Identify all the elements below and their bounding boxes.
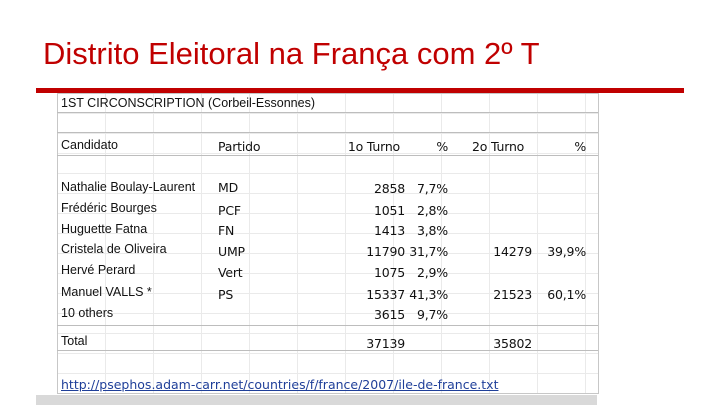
party-name: MD: [218, 180, 239, 195]
first-round-percent: 41,3%: [409, 287, 448, 302]
header-party: Partido: [218, 139, 261, 154]
candidate-name: Manuel VALLS *: [61, 285, 152, 299]
table-divider: [57, 132, 598, 133]
party-name: FN: [218, 223, 235, 238]
header-first-round: 1o Turno: [347, 139, 400, 154]
party-name: Vert: [218, 265, 243, 280]
header-second-round: 2o Turno: [472, 139, 525, 154]
first-round-percent: 2,9%: [417, 265, 448, 280]
header-candidate: Candidato: [61, 138, 118, 152]
first-round-votes: 15337: [366, 287, 405, 302]
first-round-percent: 9,7%: [417, 307, 448, 322]
second-round-percent: 39,9%: [547, 244, 586, 259]
candidate-name: Frédéric Bourges: [61, 201, 157, 215]
party-name: UMP: [218, 244, 245, 259]
candidate-name: 10 others: [61, 306, 114, 320]
first-round-votes: 11790: [366, 244, 405, 259]
total-label: Total: [61, 334, 88, 348]
candidate-name: Huguette Fatna: [61, 222, 148, 236]
source-link[interactable]: http://psephos.adam-carr.net/countries/f…: [61, 377, 499, 392]
table-divider: [57, 155, 598, 156]
first-round-votes: 2858: [373, 181, 405, 196]
header-first-percent: %: [436, 139, 448, 154]
title-underline: [36, 88, 684, 93]
spreadsheet-table: 1ST CIRCONSCRIPTION (Corbeil-Essonnes) C…: [57, 93, 599, 394]
first-round-votes: 3615: [373, 307, 405, 322]
footer-strip: [36, 395, 597, 405]
party-name: PCF: [218, 203, 241, 218]
first-round-votes: 1413: [373, 223, 405, 238]
first-round-votes: 1075: [373, 265, 405, 280]
second-round-votes: 21523: [493, 287, 532, 302]
candidate-name: Nathalie Boulay-Laurent: [61, 180, 196, 194]
table-divider: [57, 350, 598, 351]
table-border: [57, 93, 599, 394]
table-heading: 1ST CIRCONSCRIPTION (Corbeil-Essonnes): [61, 96, 315, 110]
candidate-name: Cristela de Oliveira: [61, 242, 167, 256]
total-first-round: 37139: [366, 336, 405, 351]
first-round-votes: 1051: [373, 203, 405, 218]
second-round-votes: 14279: [493, 244, 532, 259]
total-second-round: 35802: [493, 336, 532, 351]
table-divider: [57, 112, 598, 113]
first-round-percent: 2,8%: [417, 203, 448, 218]
party-name: PS: [218, 287, 234, 302]
first-round-percent: 3,8%: [417, 223, 448, 238]
header-second-percent: %: [574, 139, 586, 154]
candidate-name: Hervé Perard: [61, 263, 136, 277]
second-round-percent: 60,1%: [547, 287, 586, 302]
first-round-percent: 7,7%: [417, 181, 448, 196]
table-gridlines: [57, 93, 598, 393]
first-round-percent: 31,7%: [409, 244, 448, 259]
slide-title: Distrito Eleitoral na França com 2º T: [43, 36, 540, 71]
table-divider: [57, 325, 598, 326]
